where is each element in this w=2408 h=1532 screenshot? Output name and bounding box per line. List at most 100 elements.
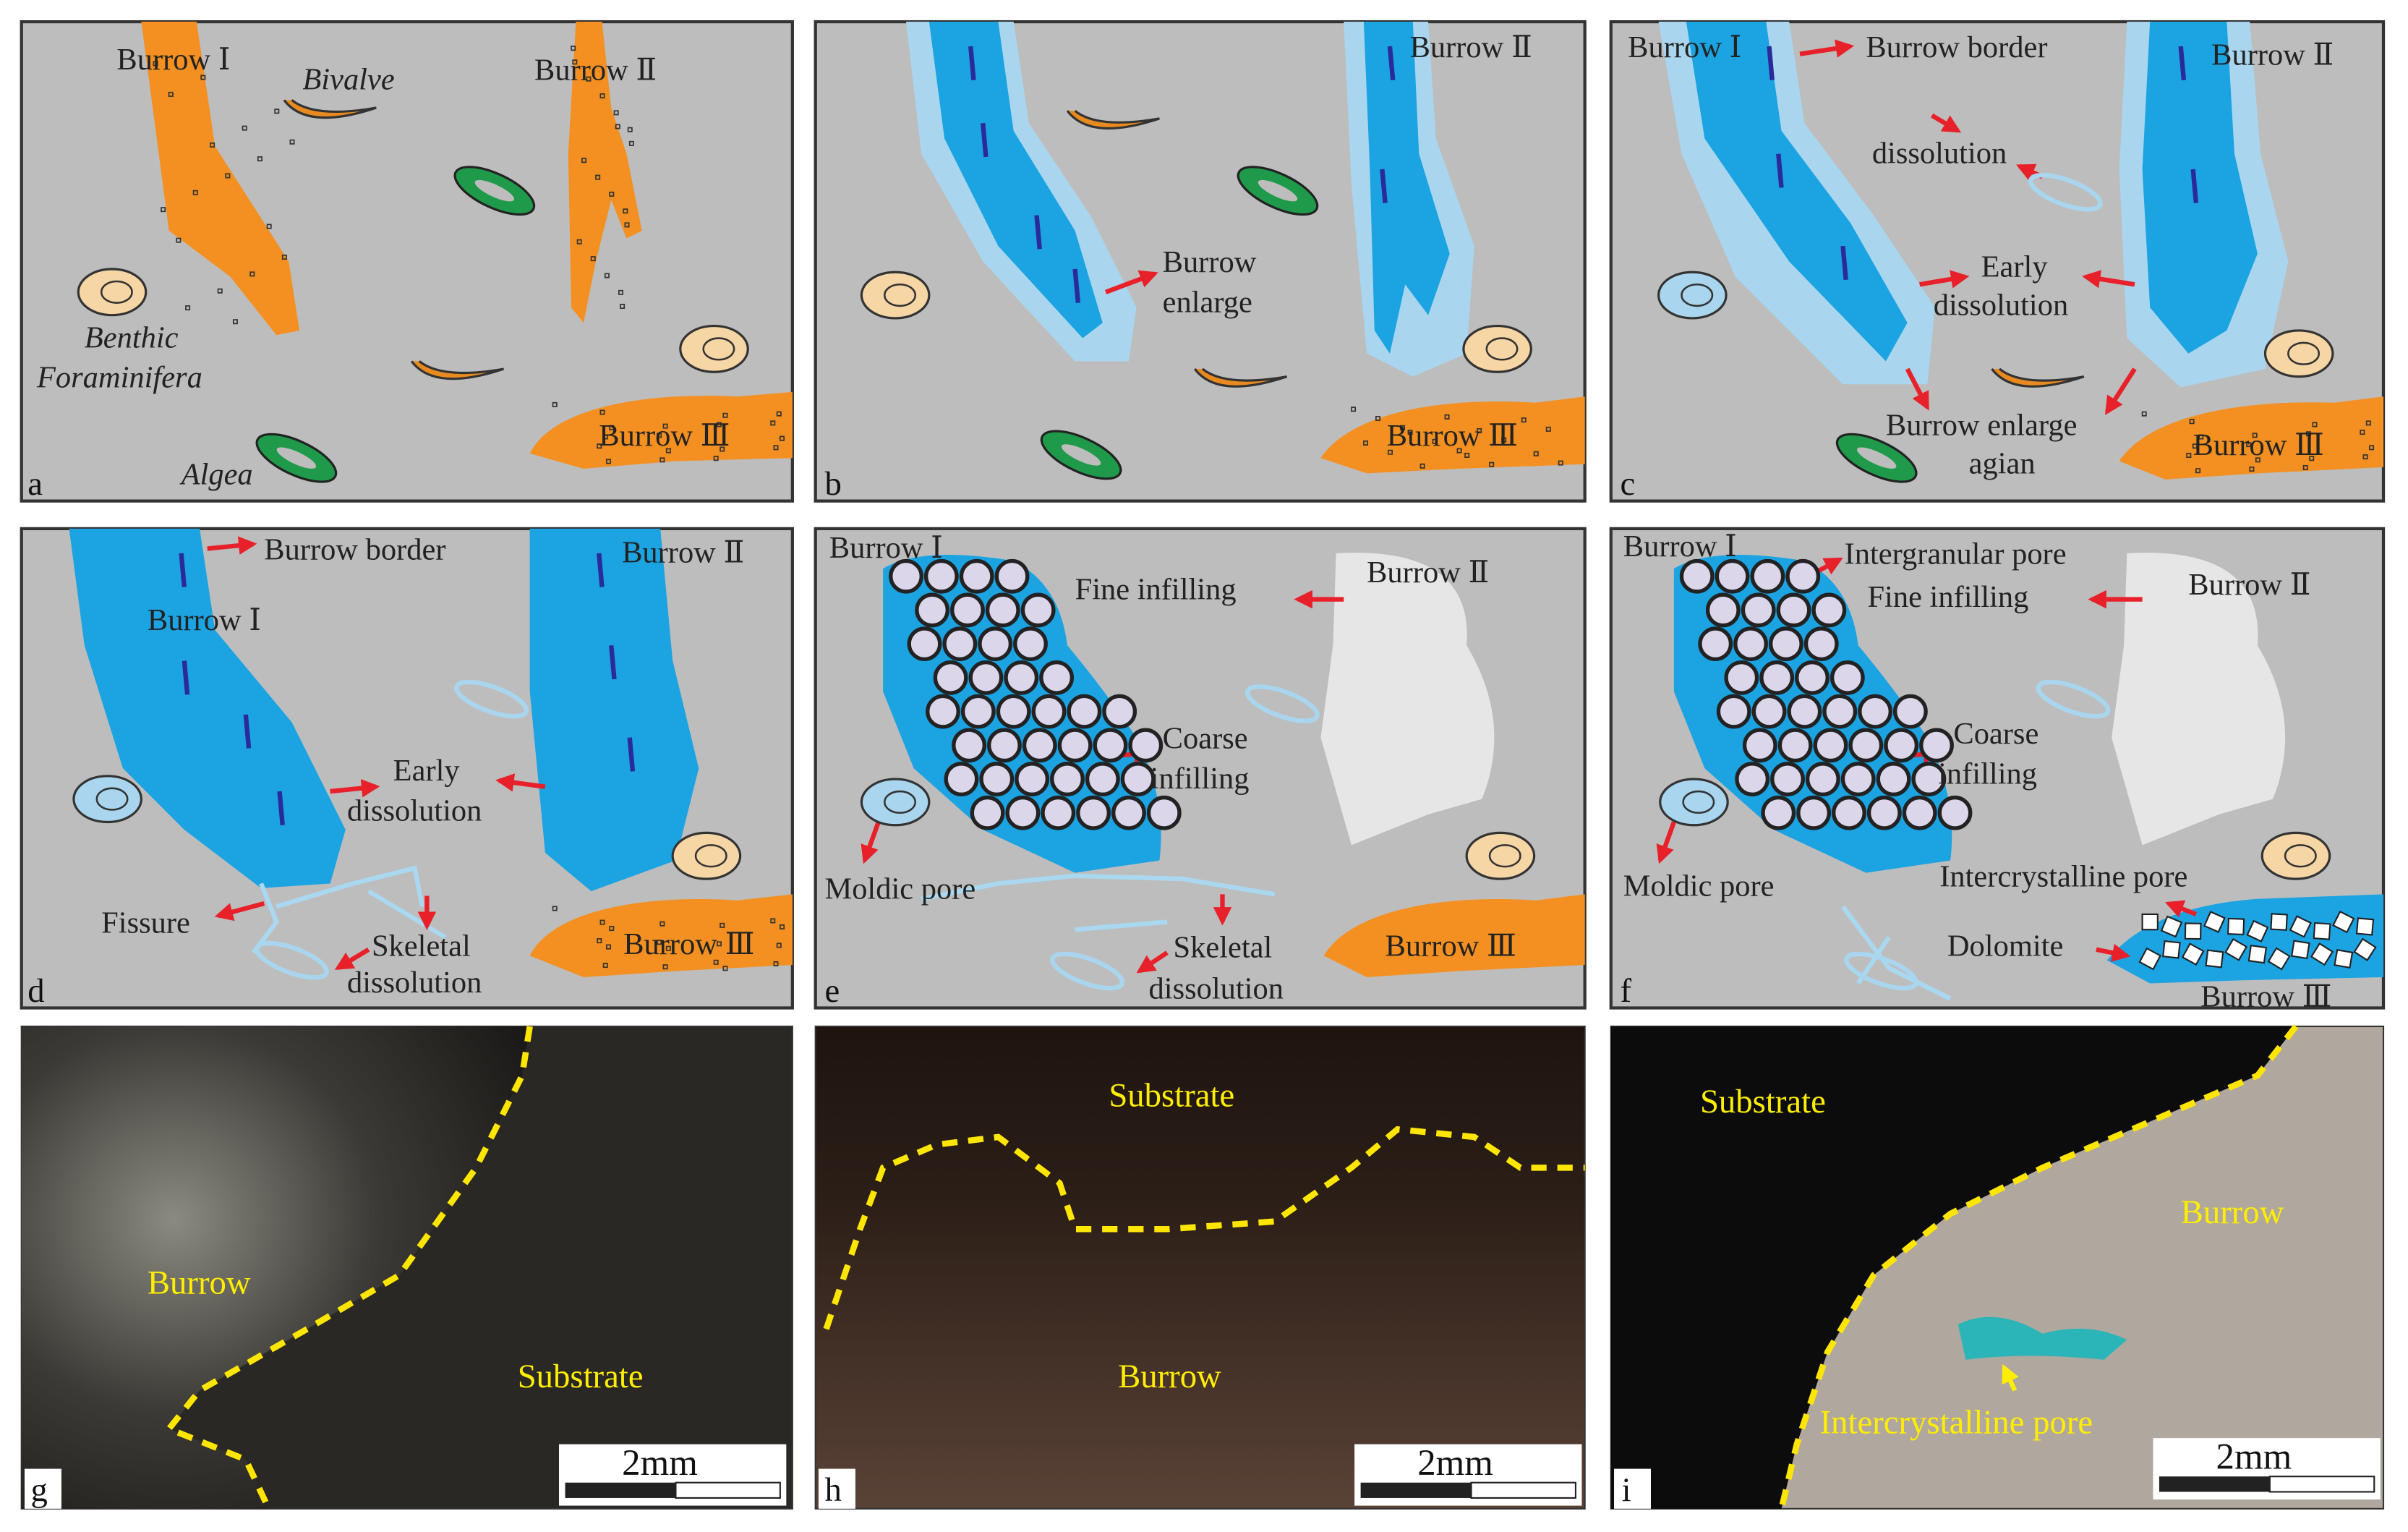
grain <box>1735 762 1770 796</box>
label: infilling <box>1150 762 1250 796</box>
dolomite-crystal <box>2353 937 2377 961</box>
grain <box>242 125 247 131</box>
grain <box>776 942 782 948</box>
grain <box>996 694 1031 729</box>
grain <box>2365 420 2371 426</box>
grain <box>200 75 206 80</box>
grain <box>1456 448 1462 454</box>
grain <box>1832 795 1866 830</box>
grain <box>1067 694 1102 729</box>
dolomite-crystal <box>2227 917 2245 936</box>
flow-arrow <box>277 791 285 826</box>
grain <box>609 926 615 932</box>
grain <box>153 61 158 67</box>
foraminifera-core <box>694 844 727 868</box>
label: dissolution <box>1149 972 1284 1006</box>
label: Moldic pore <box>824 872 975 906</box>
grain <box>620 303 626 309</box>
photo-i-substrate <box>1610 1026 2296 1509</box>
grain <box>1375 416 1381 422</box>
label: Burrow border <box>1866 30 2047 64</box>
arrow <box>2096 943 2131 962</box>
grain <box>1477 427 1482 434</box>
grain <box>232 319 238 325</box>
label: Burrow <box>148 1264 251 1301</box>
foraminifera-core <box>2284 844 2317 868</box>
scale-label: 2mm <box>2216 1437 2292 1478</box>
grain <box>1919 728 1954 763</box>
grain <box>257 156 262 162</box>
skeletal-mold <box>255 940 329 980</box>
grain <box>1768 626 1803 662</box>
grain <box>662 964 668 970</box>
grain <box>602 963 608 969</box>
grain <box>1761 795 1796 830</box>
dolomite-crystal <box>2203 911 2226 933</box>
grain <box>2312 422 2318 427</box>
grain <box>960 694 996 729</box>
grain <box>1020 592 1056 628</box>
boundary-line <box>1778 1024 2299 1510</box>
grain <box>1464 452 1470 458</box>
grain <box>266 224 272 229</box>
grain <box>168 91 174 97</box>
label: Early <box>393 754 461 788</box>
skeletal-mold <box>2036 679 2111 719</box>
flow-arrow <box>1072 268 1081 303</box>
burrow-1 <box>69 528 346 888</box>
skeletal-mold <box>1244 684 1320 723</box>
foraminifera <box>860 778 931 827</box>
grain <box>1840 762 1876 796</box>
grain <box>1013 626 1048 662</box>
grain <box>623 208 628 214</box>
label: Burrow Ⅱ <box>2188 568 2310 602</box>
label: dissolution <box>1934 289 2068 323</box>
flow-arrow <box>243 714 252 749</box>
grain <box>1120 762 1156 796</box>
grain <box>552 906 558 911</box>
panel-label: e <box>824 972 840 1010</box>
arrow <box>1104 270 1158 294</box>
grain <box>281 255 287 260</box>
grain <box>572 59 578 65</box>
grain <box>597 443 602 449</box>
flow-arrow <box>1034 215 1042 250</box>
grain <box>274 108 280 114</box>
dolomite-crystal <box>2313 922 2331 940</box>
scale-bar <box>2153 1438 2381 1500</box>
grain <box>1876 762 1911 796</box>
grain <box>1111 795 1146 830</box>
grain <box>1698 626 1733 662</box>
dolomite-crystal <box>2160 915 2183 938</box>
arrow <box>2002 1363 2019 1392</box>
label-box <box>818 1468 855 1509</box>
flow-arrow <box>1387 46 1396 81</box>
label: Burrow enlarge <box>1886 408 2078 442</box>
grain <box>627 127 633 132</box>
grain <box>161 207 166 213</box>
label-box <box>24 1468 61 1509</box>
burrow-2 <box>529 528 699 892</box>
grain <box>950 592 985 628</box>
label: Fine infilling <box>1867 580 2028 614</box>
arrow <box>861 821 881 864</box>
flow-arrow <box>609 644 617 680</box>
arrow <box>330 779 380 798</box>
arrow <box>1136 950 1169 974</box>
grain <box>604 273 610 278</box>
grain <box>1884 728 1919 763</box>
grain <box>1741 592 1776 628</box>
grain <box>613 110 619 116</box>
algae-core <box>1857 447 1897 469</box>
grain <box>1407 430 1413 435</box>
grain <box>968 660 1004 695</box>
grain <box>1076 795 1111 830</box>
flow-arrow <box>179 553 187 587</box>
grain <box>1558 460 1563 466</box>
grain <box>1795 660 1830 695</box>
photo-h <box>814 1025 1586 1510</box>
foraminifera-core <box>2287 341 2321 365</box>
arrow <box>2164 900 2198 918</box>
grain <box>1363 440 1369 446</box>
grain <box>915 592 949 628</box>
